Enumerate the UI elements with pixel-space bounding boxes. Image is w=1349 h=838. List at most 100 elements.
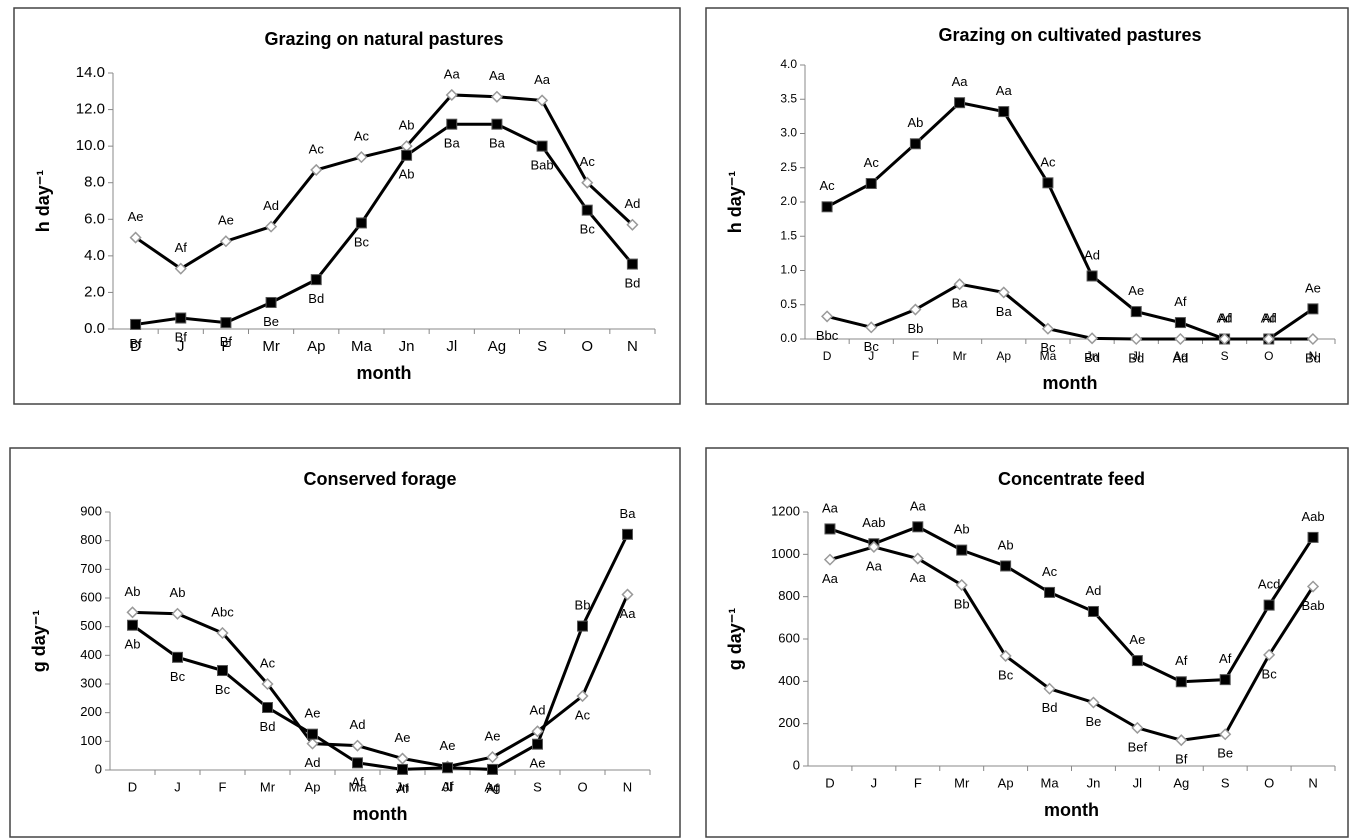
diamond-marker (865, 321, 878, 334)
diamond-marker (1306, 580, 1320, 593)
y-tick-label: 400 (80, 647, 102, 662)
value-label: Bc (1262, 666, 1278, 681)
diamond-marker (531, 725, 544, 738)
value-label: Ae (530, 756, 546, 771)
square-marker (127, 619, 138, 631)
x-tick-label: Jl (443, 779, 453, 794)
x-tick-label: Jn (1086, 349, 1099, 363)
value-label: Bc (580, 222, 596, 237)
square-marker (130, 318, 142, 330)
x-tick-label: O (1264, 349, 1273, 363)
diamond-marker (396, 752, 409, 765)
x-tick-label: Ag (1173, 349, 1188, 363)
value-label: Ac (354, 129, 370, 144)
x-tick-label: F (219, 779, 227, 794)
x-tick-label: S (537, 338, 547, 355)
x-tick-label: O (577, 779, 587, 794)
value-label: Ba (996, 304, 1013, 319)
y-tick-label: 600 (778, 630, 800, 645)
value-label: Ad (1261, 310, 1277, 325)
value-label: Bb (954, 596, 970, 611)
value-label: Ae (1305, 280, 1321, 295)
diamond-marker (867, 540, 880, 553)
value-label: Bc (864, 339, 880, 354)
y-tick-label: 4.0 (84, 247, 105, 264)
value-label: Ab (125, 584, 141, 599)
square-marker (1042, 177, 1054, 189)
diamond-marker (1219, 728, 1232, 741)
value-label: Bb (907, 321, 923, 336)
x-tick-label: Ag (488, 338, 506, 355)
value-label: Bd (1305, 350, 1321, 365)
x-tick-label: Ap (996, 349, 1011, 363)
value-label: Abc (211, 604, 234, 619)
diamond-marker (823, 553, 837, 566)
diamond-marker (219, 235, 232, 248)
diamond-marker (129, 231, 142, 244)
square-marker (998, 106, 1010, 118)
square-marker (954, 97, 966, 109)
panel-frame (9, 447, 681, 838)
diamond-marker (171, 607, 184, 620)
x-tick-label: Jl (446, 338, 457, 355)
x-tick-label: N (623, 779, 632, 794)
diamond-marker (955, 578, 968, 592)
y-tick-label: 700 (80, 561, 102, 576)
value-label: Ac (819, 178, 835, 193)
diamond-marker (490, 90, 503, 103)
value-label: Ae (218, 213, 234, 228)
value-label: Af (1263, 310, 1276, 325)
series-line (829, 525, 1315, 684)
value-label: Acd (1258, 577, 1280, 592)
y-tick-label: 100 (80, 733, 102, 748)
value-label: Bc (170, 669, 186, 684)
value-label: Ad (263, 198, 279, 213)
value-label: Aa (910, 498, 927, 513)
panel-frame (705, 447, 1349, 838)
y-tick-label: 0 (95, 761, 102, 776)
value-label: Af (175, 240, 188, 255)
value-label: Aa (444, 66, 461, 81)
y-tick-label: 200 (80, 704, 102, 719)
series-line (826, 101, 1314, 341)
value-label: Ad (305, 755, 321, 770)
y-tick-label: 0.5 (780, 297, 797, 311)
x-tick-label: Ma (1041, 775, 1060, 790)
x-tick-label: D (130, 338, 141, 355)
y-tick-label: 2.0 (780, 194, 797, 208)
x-axis-title: month (1043, 373, 1098, 393)
y-tick-label: 200 (778, 715, 800, 730)
y-tick-label: 1200 (771, 503, 800, 518)
y-axis-title: h day⁻¹ (33, 170, 53, 233)
y-tick-label: 3.5 (780, 91, 797, 105)
value-label: Bf (175, 329, 188, 344)
y-tick-label: 500 (80, 618, 102, 633)
x-tick-label: D (128, 779, 137, 794)
x-tick-label: Ag (485, 779, 501, 794)
x-tick-label: S (533, 779, 542, 794)
x-tick-label: O (581, 338, 593, 355)
value-label: Ac (309, 141, 325, 156)
value-label: Ad (1217, 310, 1233, 325)
x-tick-label: Mr (953, 349, 967, 363)
x-tick-label: Mr (954, 775, 970, 790)
value-label: Bbc (816, 328, 839, 343)
value-label: Ab (399, 167, 415, 182)
square-marker (1087, 605, 1099, 617)
y-tick-label: 8.0 (84, 174, 105, 191)
value-label: Bd (1042, 700, 1058, 715)
x-tick-label: Ap (305, 779, 321, 794)
value-label: Ab (954, 522, 970, 537)
chart-title: Concentrate feed (998, 469, 1145, 489)
value-label: Aa (952, 74, 969, 89)
square-marker (532, 738, 543, 750)
diamond-marker (1174, 332, 1187, 346)
square-marker (909, 138, 921, 150)
value-label: Bc (1040, 340, 1056, 355)
value-label: Bc (998, 667, 1014, 682)
diamond-marker (621, 588, 634, 601)
diamond-marker (581, 176, 594, 189)
diamond-marker (174, 262, 187, 275)
value-label: Ae (128, 209, 144, 224)
value-label: Ad (1172, 350, 1188, 365)
